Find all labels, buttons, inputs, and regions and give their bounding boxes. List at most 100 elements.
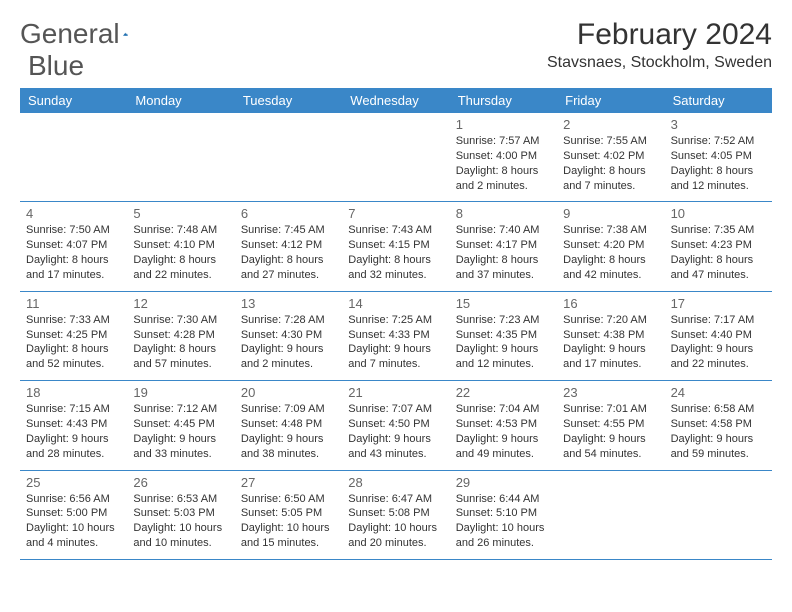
sunrise-line: Sunrise: 7:40 AM (456, 223, 551, 238)
sunrise-line: Sunrise: 6:53 AM (133, 492, 228, 507)
daylight-line-1: Daylight: 8 hours (563, 253, 658, 268)
logo: General (20, 18, 151, 50)
sunset-line: Sunset: 4:05 PM (671, 149, 766, 164)
day-cell: 8Sunrise: 7:40 AMSunset: 4:17 PMDaylight… (450, 202, 557, 290)
sunrise-line: Sunrise: 7:17 AM (671, 313, 766, 328)
sunset-line: Sunset: 4:43 PM (26, 417, 121, 432)
day-cell: 1Sunrise: 7:57 AMSunset: 4:00 PMDaylight… (450, 113, 557, 201)
week-row: 25Sunrise: 6:56 AMSunset: 5:00 PMDayligh… (20, 471, 772, 560)
day-number: 17 (671, 296, 766, 311)
day-number: 15 (456, 296, 551, 311)
day-number: 5 (133, 206, 228, 221)
day-number: 16 (563, 296, 658, 311)
day-header: Monday (127, 88, 234, 113)
daylight-line-1: Daylight: 9 hours (348, 432, 443, 447)
day-cell: 28Sunrise: 6:47 AMSunset: 5:08 PMDayligh… (342, 471, 449, 559)
daylight-line-2: and 20 minutes. (348, 536, 443, 551)
day-cell: 7Sunrise: 7:43 AMSunset: 4:15 PMDaylight… (342, 202, 449, 290)
sunset-line: Sunset: 5:08 PM (348, 506, 443, 521)
day-number: 7 (348, 206, 443, 221)
day-cell (665, 471, 772, 559)
day-cell: 5Sunrise: 7:48 AMSunset: 4:10 PMDaylight… (127, 202, 234, 290)
daylight-line-1: Daylight: 9 hours (563, 432, 658, 447)
daylight-line-1: Daylight: 9 hours (456, 342, 551, 357)
daylight-line-2: and 22 minutes. (133, 268, 228, 283)
sunset-line: Sunset: 5:05 PM (241, 506, 336, 521)
daylight-line-1: Daylight: 8 hours (456, 164, 551, 179)
week-row: 11Sunrise: 7:33 AMSunset: 4:25 PMDayligh… (20, 292, 772, 381)
location: Stavsnaes, Stockholm, Sweden (547, 54, 772, 72)
daylight-line-1: Daylight: 10 hours (456, 521, 551, 536)
weeks-container: 1Sunrise: 7:57 AMSunset: 4:00 PMDaylight… (20, 113, 772, 560)
daylight-line-1: Daylight: 8 hours (671, 164, 766, 179)
day-header: Wednesday (342, 88, 449, 113)
day-cell: 3Sunrise: 7:52 AMSunset: 4:05 PMDaylight… (665, 113, 772, 201)
day-cell: 6Sunrise: 7:45 AMSunset: 4:12 PMDaylight… (235, 202, 342, 290)
daylight-line-2: and 49 minutes. (456, 447, 551, 462)
daylight-line-1: Daylight: 8 hours (133, 253, 228, 268)
daylight-line-2: and 12 minutes. (671, 179, 766, 194)
sunrise-line: Sunrise: 6:56 AM (26, 492, 121, 507)
calendar: Sunday Monday Tuesday Wednesday Thursday… (20, 88, 772, 560)
day-cell: 15Sunrise: 7:23 AMSunset: 4:35 PMDayligh… (450, 292, 557, 380)
sunrise-line: Sunrise: 7:30 AM (133, 313, 228, 328)
day-header: Saturday (665, 88, 772, 113)
sunrise-line: Sunrise: 7:23 AM (456, 313, 551, 328)
day-number: 11 (26, 296, 121, 311)
daylight-line-2: and 43 minutes. (348, 447, 443, 462)
day-number: 24 (671, 385, 766, 400)
day-cell (235, 113, 342, 201)
daylight-line-1: Daylight: 9 hours (563, 342, 658, 357)
daylight-line-2: and 54 minutes. (563, 447, 658, 462)
daylight-line-2: and 17 minutes. (563, 357, 658, 372)
sunrise-line: Sunrise: 7:04 AM (456, 402, 551, 417)
daylight-line-2: and 2 minutes. (456, 179, 551, 194)
daylight-line-1: Daylight: 8 hours (133, 342, 228, 357)
daylight-line-1: Daylight: 10 hours (348, 521, 443, 536)
sunset-line: Sunset: 5:00 PM (26, 506, 121, 521)
sunset-line: Sunset: 4:00 PM (456, 149, 551, 164)
daylight-line-1: Daylight: 10 hours (133, 521, 228, 536)
daylight-line-2: and 17 minutes. (26, 268, 121, 283)
sunrise-line: Sunrise: 7:01 AM (563, 402, 658, 417)
header: General February 2024 Stavsnaes, Stockho… (20, 18, 772, 72)
day-number: 9 (563, 206, 658, 221)
sunset-line: Sunset: 4:58 PM (671, 417, 766, 432)
daylight-line-2: and 38 minutes. (241, 447, 336, 462)
day-cell: 27Sunrise: 6:50 AMSunset: 5:05 PMDayligh… (235, 471, 342, 559)
logo-word2: Blue (28, 50, 84, 82)
daylight-line-2: and 33 minutes. (133, 447, 228, 462)
day-number: 3 (671, 117, 766, 132)
day-cell: 20Sunrise: 7:09 AMSunset: 4:48 PMDayligh… (235, 381, 342, 469)
sunrise-line: Sunrise: 6:47 AM (348, 492, 443, 507)
sunset-line: Sunset: 4:48 PM (241, 417, 336, 432)
day-cell: 9Sunrise: 7:38 AMSunset: 4:20 PMDaylight… (557, 202, 664, 290)
daylight-line-2: and 37 minutes. (456, 268, 551, 283)
day-number: 29 (456, 475, 551, 490)
day-cell: 21Sunrise: 7:07 AMSunset: 4:50 PMDayligh… (342, 381, 449, 469)
day-cell (557, 471, 664, 559)
day-cell: 18Sunrise: 7:15 AMSunset: 4:43 PMDayligh… (20, 381, 127, 469)
day-cell: 22Sunrise: 7:04 AMSunset: 4:53 PMDayligh… (450, 381, 557, 469)
sunrise-line: Sunrise: 6:58 AM (671, 402, 766, 417)
month-title: February 2024 (547, 18, 772, 52)
daylight-line-2: and 10 minutes. (133, 536, 228, 551)
sunrise-line: Sunrise: 7:43 AM (348, 223, 443, 238)
day-header: Sunday (20, 88, 127, 113)
day-number: 21 (348, 385, 443, 400)
daylight-line-1: Daylight: 9 hours (241, 342, 336, 357)
day-number: 22 (456, 385, 551, 400)
daylight-line-2: and 32 minutes. (348, 268, 443, 283)
day-number: 4 (26, 206, 121, 221)
day-number: 2 (563, 117, 658, 132)
day-cell: 2Sunrise: 7:55 AMSunset: 4:02 PMDaylight… (557, 113, 664, 201)
daylight-line-2: and 2 minutes. (241, 357, 336, 372)
daylight-line-1: Daylight: 10 hours (241, 521, 336, 536)
sunrise-line: Sunrise: 7:28 AM (241, 313, 336, 328)
sunrise-line: Sunrise: 7:25 AM (348, 313, 443, 328)
daylight-line-1: Daylight: 9 hours (456, 432, 551, 447)
day-number: 19 (133, 385, 228, 400)
sunset-line: Sunset: 4:33 PM (348, 328, 443, 343)
day-number: 20 (241, 385, 336, 400)
sunset-line: Sunset: 4:55 PM (563, 417, 658, 432)
